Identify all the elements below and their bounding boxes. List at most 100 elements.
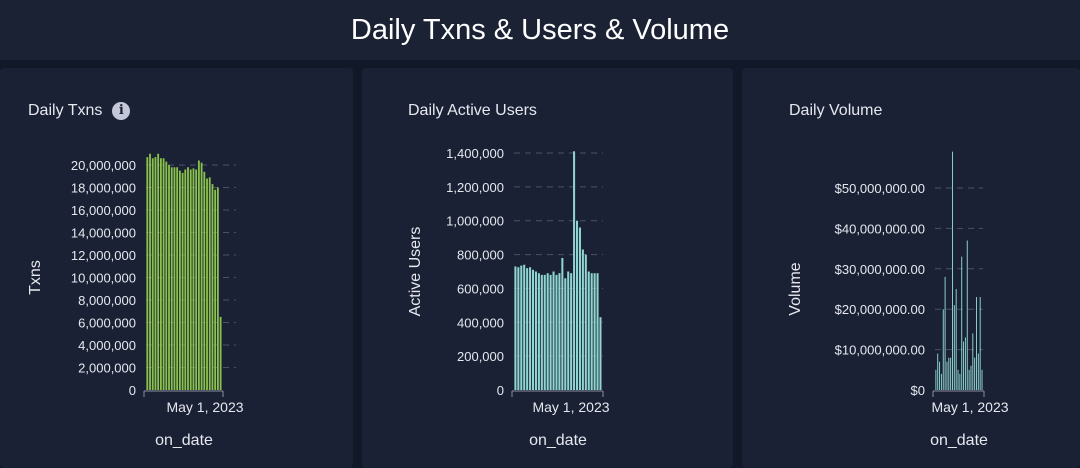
bar <box>942 309 944 390</box>
bar <box>590 273 593 390</box>
y-tick-label: 800,000 <box>457 248 504 263</box>
bar <box>940 373 942 390</box>
bar <box>173 167 176 390</box>
panel-daily-volume: Daily Volume $0 $10,000,000.00 $20,000,000… <box>742 68 1080 468</box>
bar <box>981 369 983 390</box>
bar <box>972 333 974 390</box>
y-tick-label: 6,000,000 <box>78 316 136 331</box>
bar <box>948 357 950 390</box>
x-axis-label: on_date <box>155 432 213 449</box>
bar <box>206 178 208 390</box>
bar <box>211 184 214 390</box>
y-tick-label: 1,400,000 <box>446 146 504 161</box>
bar <box>549 274 552 390</box>
bar <box>968 369 970 390</box>
bar <box>957 369 959 390</box>
bar <box>187 167 189 390</box>
bar <box>520 265 523 390</box>
bar <box>970 365 972 390</box>
bar <box>532 269 535 390</box>
bar <box>200 162 203 390</box>
y-tick-label: 2,000,000 <box>78 361 136 376</box>
chart-daily-volume: $0 $10,000,000.00 $20,000,000.00 $30,000,00… <box>787 151 1009 449</box>
bar <box>593 273 596 390</box>
x-tick-label: May 1, 2023 <box>931 399 1008 415</box>
bar <box>979 297 981 390</box>
bar <box>959 373 961 390</box>
bar <box>197 160 200 390</box>
bar <box>184 169 187 390</box>
bar <box>203 171 206 390</box>
bar <box>584 254 587 390</box>
bar <box>944 276 946 390</box>
bar <box>176 167 179 390</box>
bar <box>157 153 160 390</box>
bar <box>189 169 192 390</box>
bar <box>596 273 599 390</box>
y-tick-label: 1,000,000 <box>446 214 504 229</box>
chart-title: Daily Volume <box>789 102 883 119</box>
info-icon[interactable]: i <box>112 102 131 120</box>
panel-daily-active-users: Daily Active Users 0 200,000 400,000 600,00… <box>362 68 733 468</box>
y-tick-label: 4,000,000 <box>78 338 136 353</box>
y-tick-label: 1,200,000 <box>446 180 504 195</box>
bar <box>950 357 952 390</box>
y-tick-label: $40,000,000.00 <box>835 221 925 236</box>
chart-daily-txns: 0 2,000,000 4,000,000 6,000,000 8,000,000 10,… <box>27 153 244 449</box>
x-tick-label: May 1, 2023 <box>166 399 243 415</box>
y-tick-label: $50,000,000.00 <box>835 181 925 196</box>
bar <box>974 357 976 390</box>
bar <box>146 157 149 390</box>
bar <box>517 267 520 390</box>
y-tick-label: 0 <box>497 383 504 398</box>
x-axis-label: on_date <box>930 432 988 449</box>
bar <box>208 177 211 390</box>
bar <box>955 289 957 390</box>
bar <box>159 158 162 390</box>
chart-title: Daily Txns <box>28 102 103 119</box>
bar <box>149 153 151 390</box>
y-tick-label: 8,000,000 <box>78 293 136 308</box>
bar <box>214 189 217 390</box>
y-tick-label: $10,000,000.00 <box>835 343 925 358</box>
bar <box>976 297 977 390</box>
y-tick-label: $0 <box>911 383 925 398</box>
x-axis-label: on_date <box>529 432 587 449</box>
y-tick-label: 600,000 <box>457 281 504 296</box>
bar <box>523 264 526 390</box>
y-tick-label: 18,000,000 <box>71 181 136 196</box>
bar <box>219 316 222 390</box>
bar <box>581 249 584 390</box>
bar <box>946 361 948 390</box>
y-tick-label: 10,000,000 <box>71 271 136 286</box>
dashboard-title: Daily Txns & Users & Volume <box>0 0 1080 60</box>
y-tick-label: 20,000,000 <box>71 158 136 173</box>
bar <box>170 167 173 390</box>
bar <box>195 169 198 390</box>
bar <box>168 165 170 390</box>
bar <box>181 172 184 390</box>
y-tick-label: 0 <box>129 383 136 398</box>
y-tick-label: 12,000,000 <box>71 248 136 263</box>
bar <box>966 240 968 390</box>
bar <box>977 353 979 390</box>
bar <box>578 227 581 390</box>
bar <box>543 274 546 390</box>
bar <box>552 271 555 390</box>
bar <box>514 266 517 390</box>
bar <box>963 341 965 390</box>
y-tick-label: $20,000,000.00 <box>835 302 925 317</box>
bar <box>154 157 157 390</box>
bar <box>570 273 573 390</box>
bar <box>558 273 561 390</box>
bar <box>937 353 939 390</box>
y-axis-label: Volume <box>787 262 804 315</box>
y-tick-label: 14,000,000 <box>71 226 136 241</box>
bar <box>587 271 590 390</box>
bar <box>964 337 966 390</box>
y-tick-label: 16,000,000 <box>71 203 136 218</box>
y-tick-label: 400,000 <box>457 315 504 330</box>
bar <box>529 267 532 390</box>
bar <box>555 274 558 390</box>
x-tick-label: May 1, 2023 <box>532 399 609 415</box>
